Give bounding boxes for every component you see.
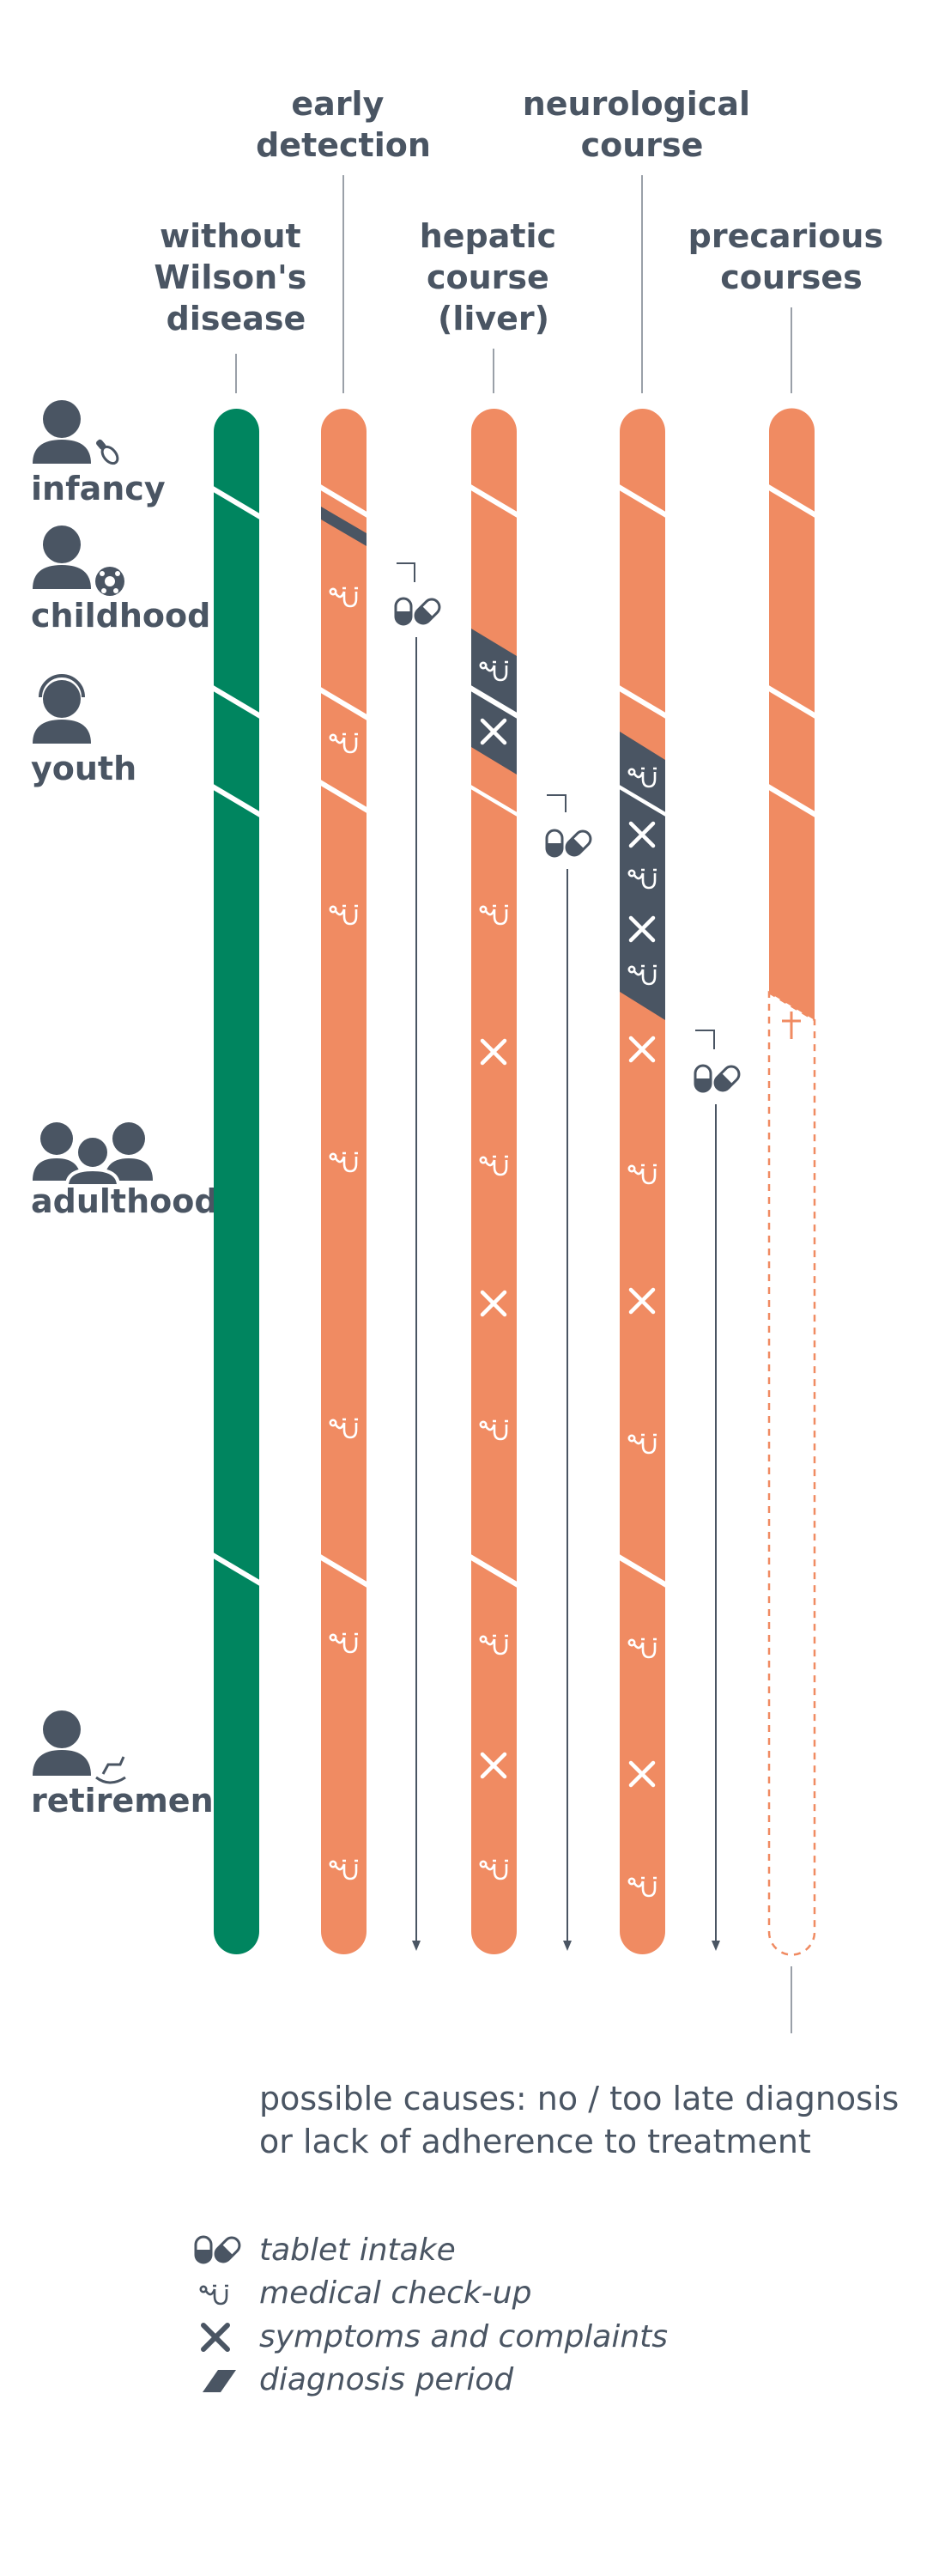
pill-icon	[194, 2233, 245, 2267]
stage-adulthood: adulthood	[31, 1122, 218, 1220]
stage-label-infancy: infancy	[31, 470, 166, 507]
stage-infancy: infancy	[31, 400, 166, 507]
stage-label-youth: youth	[31, 750, 136, 787]
header-neurological-course: neurological course	[523, 85, 762, 164]
death-cross-icon	[782, 1012, 801, 1039]
header-early-detection: early detection	[256, 85, 431, 164]
treatment-neurological-course	[694, 1030, 744, 1951]
bar-neurological-course	[615, 409, 670, 1954]
stethoscope-icon	[199, 2284, 230, 2306]
person-rocking-horse-icon	[33, 1710, 126, 1784]
bar-precarious-courses	[765, 408, 819, 2033]
person-pacifier-icon	[33, 400, 119, 465]
treatment-early-detection	[394, 562, 445, 1951]
bar-early-detection	[317, 409, 371, 1954]
stage-label-adulthood: adulthood	[31, 1182, 218, 1220]
stage-label-childhood: childhood	[31, 597, 210, 635]
header-leader-lines	[235, 175, 792, 393]
diagnosis-period	[321, 507, 367, 546]
group-icon	[33, 1122, 153, 1188]
legend-item-tablet-intake: tablet intake	[194, 2233, 456, 2268]
header-without-wilsons-disease: without Wilson's disease	[154, 217, 318, 337]
parallelogram-icon	[203, 2370, 236, 2392]
possible-causes-note-line2: or lack of adherence to treatment	[259, 2123, 811, 2160]
cross-icon	[201, 2323, 230, 2352]
stage-youth: youth	[31, 674, 136, 787]
pill-icon	[394, 594, 445, 629]
legend-item-diagnosis-period: diagnosis period	[203, 2362, 514, 2397]
stage-retirement: retirement	[31, 1710, 229, 1820]
stage-label-retirement: retirement	[31, 1782, 229, 1820]
legend-label: diagnosis period	[259, 2362, 514, 2397]
bar-hepatic-course	[467, 409, 521, 1954]
possible-causes-note-line1: possible causes: no / too late diagnosis	[259, 2080, 899, 2117]
pill-icon	[694, 1061, 744, 1096]
legend-label: symptoms and complaints	[259, 2319, 668, 2354]
treatment-hepatic-course	[545, 794, 596, 1951]
stage-childhood: childhood	[31, 526, 210, 635]
header-precarious-courses: precarious courses	[688, 217, 895, 296]
legend-label: medical check-up	[259, 2275, 531, 2311]
bar-without-wilsons-disease	[209, 409, 264, 1954]
legend-label: tablet intake	[259, 2233, 456, 2268]
header-hepatic-course: hepatic course (liver)	[420, 217, 568, 337]
person-ball-icon	[33, 526, 124, 596]
person-headset-icon	[33, 674, 91, 744]
legend: tablet intake medical check-up symptoms …	[194, 2233, 668, 2397]
pill-icon	[545, 826, 596, 860]
legend-item-symptoms-and-complaints: symptoms and complaints	[201, 2319, 668, 2354]
legend-item-medical-check-up: medical check-up	[199, 2275, 531, 2311]
